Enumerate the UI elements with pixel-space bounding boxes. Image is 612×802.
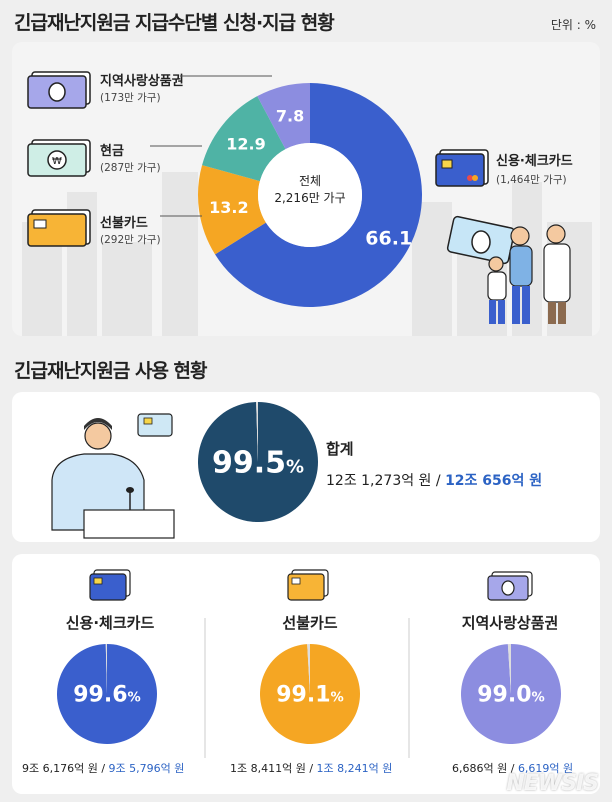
donut-center-title: 전체: [298, 174, 322, 188]
credit-amount-used: 9조 5,796억 원: [108, 762, 185, 775]
pie-slice-remaining: [256, 402, 258, 462]
pie-percent-sign: %: [532, 691, 545, 706]
section2-title: 긴급재난지원금 사용 현황: [14, 360, 208, 382]
pie-slice-remaining: [105, 644, 107, 694]
pie-slice-remaining: [507, 644, 511, 694]
family-illustration-icon: [446, 215, 571, 324]
credit-sep: /: [97, 762, 109, 775]
svg-text:₩: ₩: [52, 156, 62, 167]
voucher-sep: /: [507, 762, 518, 775]
label-credit-sub: (1,464만 가구): [496, 174, 567, 186]
pie-percent-sign: %: [286, 457, 304, 478]
method-title-credit: 신용·체크카드: [65, 614, 155, 632]
amounts-prepaid: 1조 8,411억 원 / 1조 8,241억 원: [230, 760, 392, 776]
donut-slice-2: [202, 96, 286, 182]
donut-value-label-0: 66.1: [365, 228, 412, 250]
cash-icon: ₩: [27, 139, 91, 177]
pie-percent-sign: %: [331, 691, 344, 706]
pie-credit: 99.6%: [56, 644, 157, 744]
pie-voucher: 99.0%: [461, 644, 561, 744]
label-prepaid-sub: (292만 가구): [100, 234, 161, 246]
donut-value-label-1: 13.2: [209, 198, 248, 217]
total-title: 합계: [326, 440, 354, 458]
donut-chart-payment: 66.1 13.2 12.9 7.8: [198, 83, 422, 307]
donut-center-sub: 2,216만 가구: [274, 191, 346, 205]
donut-value-label-2: 12.9: [226, 135, 265, 154]
voucher-amount-used: 6,619억 원: [517, 762, 574, 775]
donut-total: 99.5%: [198, 402, 318, 522]
pie-slice-used: [56, 644, 157, 744]
method-title-prepaid: 선불카드: [282, 614, 338, 632]
amounts-credit: 9조 6,176억 원 / 9조 5,796억 원: [22, 760, 184, 776]
total-amounts: 12조 1,273억 원 / 12조 656억 원: [326, 470, 542, 490]
label-cash-sub: (287만 가구): [100, 162, 161, 174]
label-local-voucher: 지역사랑상품권: [100, 74, 184, 89]
voucher-amount-total: 6,686억 원: [452, 762, 508, 775]
prepaid-card-icon: [27, 209, 91, 247]
pie-prepaid: 99.1%: [260, 644, 360, 744]
prepaid-amount-used: 1조 8,241억 원: [316, 762, 393, 775]
label-credit: 신용·체크카드: [496, 154, 573, 169]
credit-card-icon: [89, 569, 131, 601]
leader-line-cash: [150, 145, 202, 147]
label-local-voucher-sub: (173만 가구): [100, 92, 161, 104]
credit-card-icon: [435, 149, 489, 187]
label-cash: 현금: [100, 144, 124, 159]
method-title-voucher: 지역사랑상품권: [461, 614, 559, 632]
credit-amount-total: 9조 6,176억 원: [22, 762, 98, 775]
total-amount-total: 12조 1,273억 원: [326, 473, 432, 489]
total-sep: /: [431, 473, 446, 489]
donut-slice-3: [257, 83, 310, 150]
amounts-voucher: 6,686억 원 / 6,619억 원: [452, 760, 573, 776]
donut-slice-1: [198, 165, 266, 255]
leader-line-prepaid: [160, 215, 202, 217]
prepaid-card-icon: [287, 569, 329, 601]
donut-slice-0: [215, 83, 422, 307]
pie-percent-sign: %: [128, 691, 141, 706]
leader-line-voucher: [180, 75, 272, 77]
donut-hole: [258, 143, 362, 247]
pie-slice-remaining: [307, 644, 310, 694]
prepaid-sep: /: [305, 762, 317, 775]
prepaid-amount-total: 1조 8,411억 원: [230, 762, 306, 775]
label-prepaid: 선불카드: [100, 216, 148, 231]
donut-center-label: 전체 2,216만 가구: [250, 172, 370, 206]
unit-label: 단위 : %: [550, 18, 596, 32]
person-desk-illustration-icon: [51, 413, 175, 539]
page-title: 긴급재난지원금 지급수단별 신청·지급 현황: [14, 12, 335, 34]
donut-value-label-3: 7.8: [276, 106, 304, 125]
total-amount-used: 12조 656억 원: [445, 473, 543, 489]
divider: [408, 618, 410, 758]
bill-icon: [27, 71, 91, 109]
watermark-logo: NEWSIS: [506, 771, 599, 796]
divider: [204, 618, 206, 758]
bill-icon: [487, 571, 533, 601]
